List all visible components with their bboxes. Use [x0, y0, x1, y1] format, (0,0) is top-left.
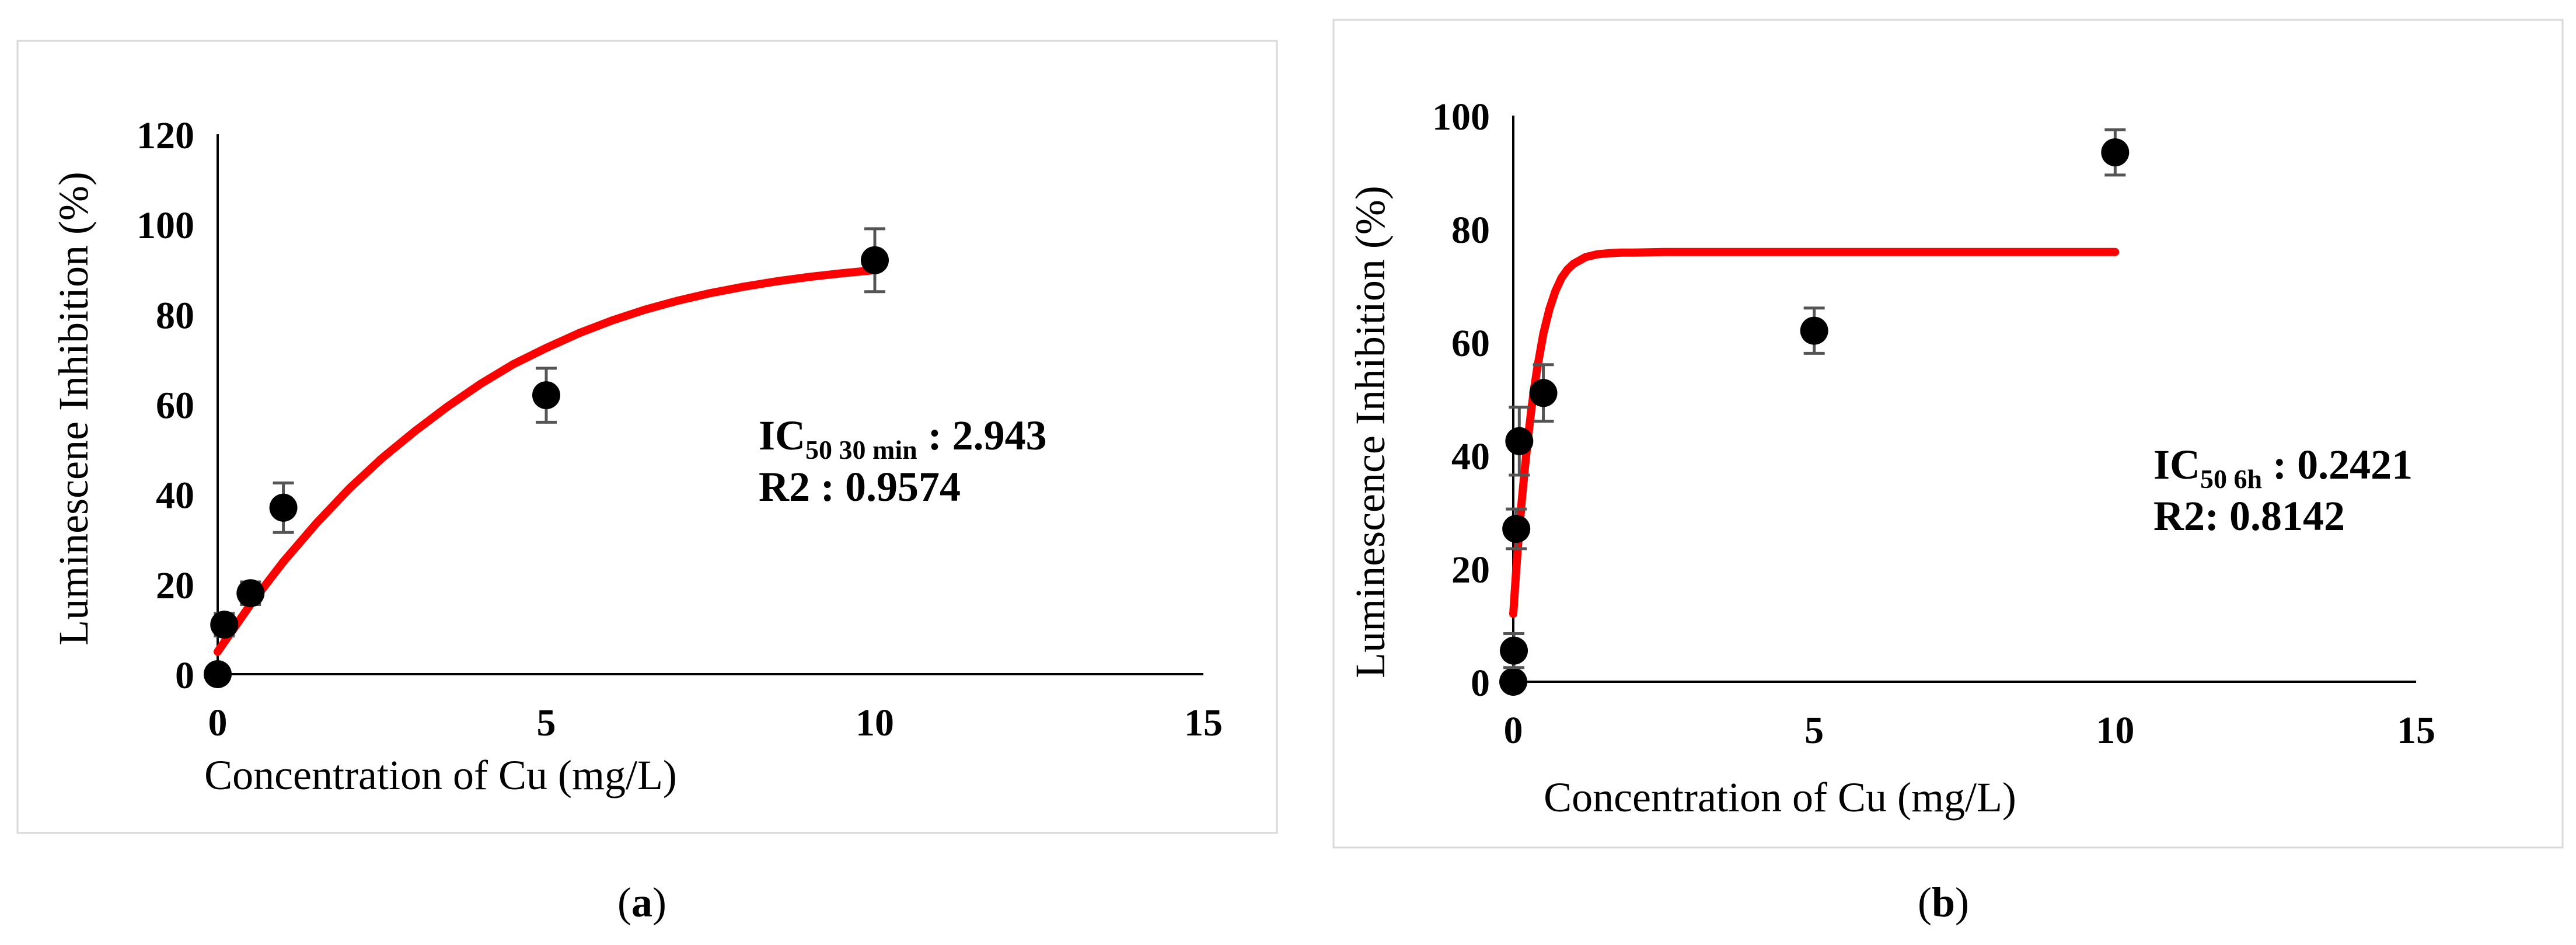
chart-b-ic50-value: : 0.2421 — [2262, 441, 2413, 488]
panel-b-caption-letter: b — [1932, 879, 1955, 926]
chart-b-x-axis-label: Concentration of Cu (mg/L) — [1544, 774, 2016, 821]
chart-b-data-point — [1500, 636, 1528, 665]
chart-b-y-axis-label: Luminescence Inhibition (%) — [1347, 186, 1394, 678]
chart-b-data-point — [1502, 515, 1531, 543]
chart-a-y-tick-label: 20 — [156, 564, 194, 607]
chart-b-ic50-annotation: IC50 6h : 0.2421 — [2153, 441, 2413, 494]
chart-b-data-point — [1505, 427, 1534, 455]
chart-a-y-tick-label: 60 — [156, 385, 194, 427]
chart-a-axes: 0 20 40 60 80 100 120 0 5 10 15 — [137, 114, 1223, 744]
chart-a-y-axis-label: Luminescene Inhibition (%) — [50, 172, 97, 646]
chart-b-ic50-subscript: 50 6h — [2200, 464, 2262, 494]
chart-b-y-tick-label: 60 — [1451, 322, 1490, 365]
chart-a-frame — [16, 40, 1278, 834]
chart-b-frame — [1332, 19, 2564, 849]
chart-a-data-point — [269, 493, 298, 522]
chart-a-x-tick-label: 15 — [1184, 702, 1223, 744]
chart-a-data-point — [236, 579, 265, 608]
chart-b-y-tick-label: 0 — [1471, 662, 1490, 705]
chart-a-ic50-subscript: 50 30 min — [805, 435, 917, 465]
chart-a-y-tick-label: 120 — [137, 114, 194, 157]
chart-a-x-axis-label: Concentration of Cu (mg/L) — [204, 752, 677, 798]
chart-a-x-tick-label: 10 — [856, 702, 894, 744]
chart-panel-b: 0 20 40 60 80 100 0 5 10 15 Concentration of Cu (… — [1332, 19, 2564, 849]
chart-a-data-point — [532, 381, 560, 410]
chart-b-data-point — [1800, 316, 1828, 345]
chart-a-y-tick-label: 100 — [137, 204, 194, 247]
chart-b-fit-layer — [1509, 247, 2120, 618]
chart-a-ic50-annotation: IC50 30 min : 2.943 — [759, 412, 1047, 465]
panel-a-caption-letter: a — [631, 879, 652, 926]
chart-b-x-tick-label: 15 — [2397, 709, 2435, 752]
chart-b-y-tick-label: 100 — [1432, 96, 1490, 138]
chart-b-x-tick-label: 0 — [1504, 709, 1523, 752]
chart-a-y-tick-label: 0 — [175, 654, 194, 697]
chart-a-fit-layer — [214, 266, 879, 656]
chart-b-axes: 0 20 40 60 80 100 0 5 10 15 — [1432, 96, 2435, 752]
chart-a-x-tick-label: 5 — [537, 702, 556, 744]
chart-a-data-point — [210, 611, 239, 639]
chart-a-ic50-prefix: IC — [759, 412, 805, 459]
chart-a-data-point — [204, 660, 232, 688]
chart-b-data-point — [2101, 138, 2130, 167]
chart-b-data-point — [1529, 379, 1558, 407]
chart-a-fit-curve — [214, 266, 879, 656]
chart-a-ic50-value: : 2.943 — [917, 412, 1047, 459]
chart-a-points-layer — [204, 227, 889, 688]
panel-b-caption: (b) — [1918, 879, 1969, 926]
chart-b-x-tick-label: 10 — [2096, 709, 2134, 752]
chart-a-y-tick-label: 80 — [156, 294, 194, 337]
chart-b-points-layer — [1499, 128, 2130, 696]
chart-a-data-point — [861, 246, 889, 274]
chart-panel-a: 0 20 40 60 80 100 120 0 5 10 15 Concentration of C… — [16, 40, 1278, 834]
chart-b-y-tick-label: 80 — [1451, 209, 1490, 252]
chart-b-y-tick-label: 20 — [1451, 549, 1490, 591]
chart-b-r2-annotation: R2: 0.8142 — [2153, 493, 2345, 539]
chart-b-fit-curve — [1509, 247, 2120, 618]
chart-a-x-tick-label: 0 — [208, 702, 228, 744]
chart-b-y-tick-label: 40 — [1451, 435, 1490, 478]
chart-b-x-tick-label: 5 — [1804, 709, 1824, 752]
chart-b-ic50-prefix: IC — [2153, 441, 2200, 488]
chart-a-r2-annotation: R2 : 0.9574 — [759, 463, 961, 510]
panel-a-caption: (a) — [617, 879, 666, 926]
chart-b-data-point — [1499, 668, 1527, 696]
chart-a-y-tick-label: 40 — [156, 475, 194, 517]
